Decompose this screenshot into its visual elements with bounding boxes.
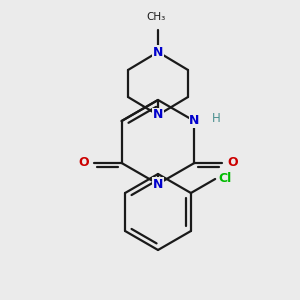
Text: N: N <box>189 115 200 128</box>
Text: Cl: Cl <box>218 172 232 185</box>
Text: O: O <box>78 157 89 169</box>
Text: CH₃: CH₃ <box>146 12 166 22</box>
Text: O: O <box>227 157 238 169</box>
Text: N: N <box>153 46 163 59</box>
Text: N: N <box>153 178 163 190</box>
Text: N: N <box>153 109 163 122</box>
Text: H: H <box>212 112 221 125</box>
